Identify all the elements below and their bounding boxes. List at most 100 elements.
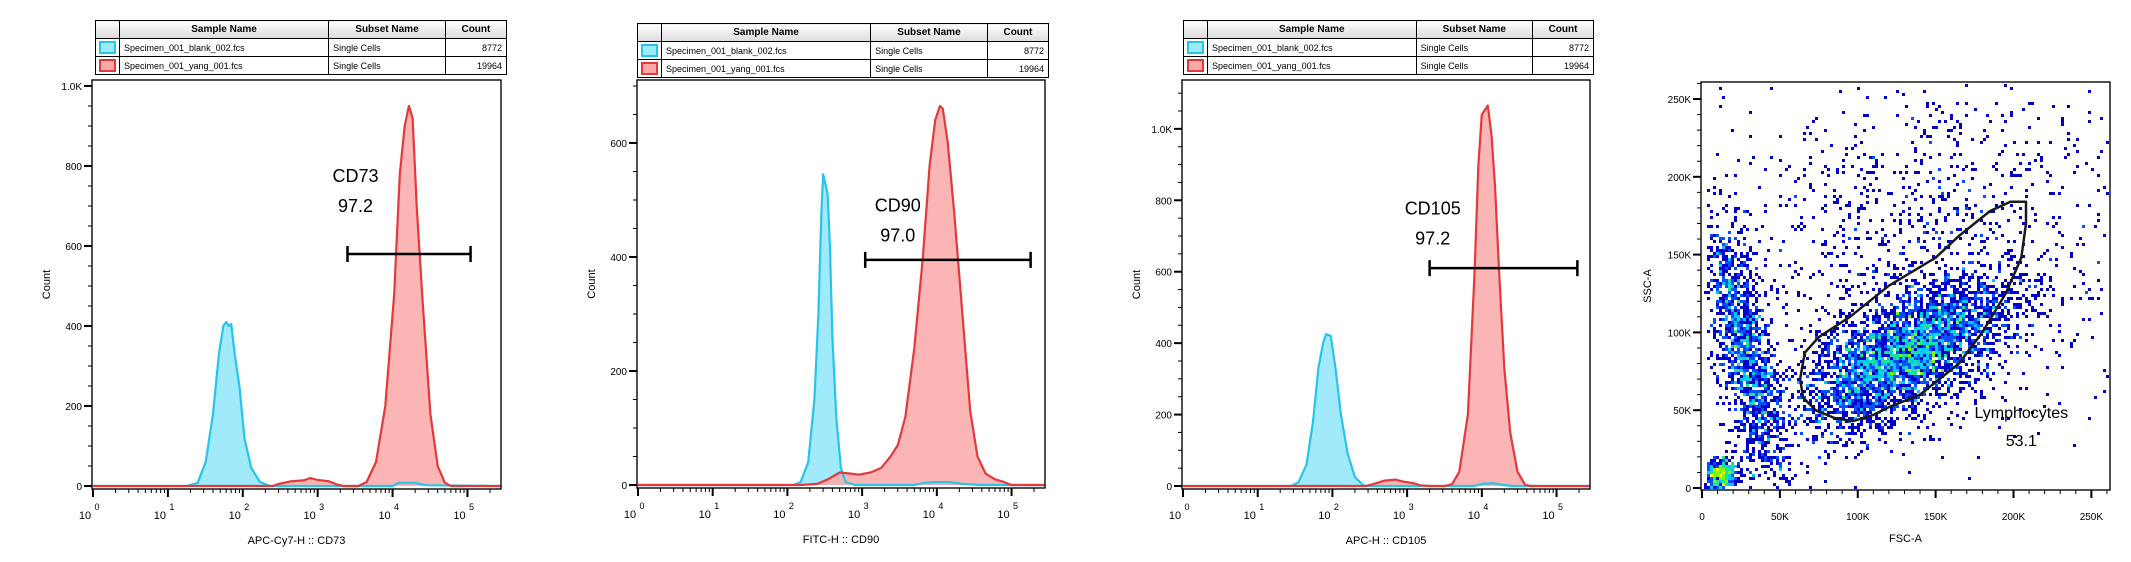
density-point [1722,282,1725,285]
density-point [2004,330,2007,333]
density-point [1719,384,1722,387]
density-point [1869,405,1872,408]
density-point [1764,366,1767,369]
density-point [1875,333,1878,336]
density-point [1965,165,1968,168]
density-point [1734,324,1737,327]
density-point [1974,303,1977,306]
density-point [1764,459,1767,462]
density-point [1740,261,1743,264]
density-point [1887,360,1890,363]
density-point [1755,339,1758,342]
density-point [1977,288,1980,291]
density-point [1875,393,1878,396]
density-point [2010,171,2013,174]
density-point [1968,330,1971,333]
density-point [1785,369,1788,372]
density-point [1827,360,1830,363]
density-point [1908,264,1911,267]
density-point [1896,345,1899,348]
density-point [1854,405,1857,408]
density-point [1734,279,1737,282]
density-point [1893,423,1896,426]
density-point [1842,366,1845,369]
density-point [1725,441,1728,444]
density-point [1995,318,1998,321]
density-point [1947,324,1950,327]
density-point [1707,477,1710,480]
density-point [1872,276,1875,279]
density-point [1941,354,1944,357]
density-point [1809,417,1812,420]
legend-row[interactable]: Specimen_001_blank_002.fcs Single Cells … [95,38,508,57]
x-tick-exponent: 5 [469,502,474,512]
density-point [1896,324,1899,327]
density-point [1725,318,1728,321]
density-point [1983,282,1986,285]
density-point [1731,225,1734,228]
density-point [1935,279,1938,282]
density-point [1863,387,1866,390]
density-point [1728,258,1731,261]
density-point [1707,474,1710,477]
density-point [1884,243,1887,246]
density-point [1713,333,1716,336]
density-point [1905,396,1908,399]
density-point [1824,243,1827,246]
density-point [1986,333,1989,336]
plot-frame-border [636,79,1046,489]
density-point [1905,300,1908,303]
density-point [2004,336,2007,339]
histogram-line-1 [1183,104,1590,488]
density-point [1707,282,1710,285]
legend-row[interactable]: Specimen_001_yang_001.fcs Single Cells 1… [637,59,1050,78]
density-point [1896,297,1899,300]
density-point [1752,369,1755,372]
legend-row[interactable]: Specimen_001_yang_001.fcs Single Cells 1… [1183,56,1594,75]
density-point [1971,321,1974,324]
density-point [1851,378,1854,381]
density-point [1755,390,1758,393]
density-point [1818,357,1821,360]
density-point [1965,102,1968,105]
density-point [1905,393,1908,396]
density-point [1770,429,1773,432]
density-point [1956,183,1959,186]
density-point [1818,405,1821,408]
legend-row[interactable]: Specimen_001_blank_002.fcs Single Cells … [637,41,1050,60]
density-point [1710,225,1713,228]
density-point [1713,486,1716,489]
density-point [1722,462,1725,465]
density-point [2034,159,2037,162]
density-point [1839,357,1842,360]
density-point [1965,297,1968,300]
density-point [1725,468,1728,471]
density-point [1707,471,1710,474]
density-point [1956,210,1959,213]
density-point [1893,342,1896,345]
density-point [1887,339,1890,342]
legend-row[interactable]: Specimen_001_blank_002.fcs Single Cells … [1183,38,1594,57]
density-point [1941,333,1944,336]
density-point [1755,405,1758,408]
density-point [1923,414,1926,417]
density-point [1956,144,1959,147]
density-point [1725,174,1728,177]
density-point [1839,384,1842,387]
legend-row[interactable]: Specimen_001_yang_001.fcs Single Cells 1… [95,56,508,75]
x-tick-exponent: 0 [1184,502,1189,512]
density-point [1995,222,1998,225]
density-point [1869,183,1872,186]
density-point [1947,135,1950,138]
density-point [1980,249,1983,252]
density-point [1776,390,1779,393]
density-point [1728,264,1731,267]
density-point [1866,357,1869,360]
density-point [1953,309,1956,312]
density-point [1911,285,1914,288]
density-point [1938,153,1941,156]
x-tick-base: 10 [773,509,785,521]
density-point [1947,177,1950,180]
density-point [1884,387,1887,390]
